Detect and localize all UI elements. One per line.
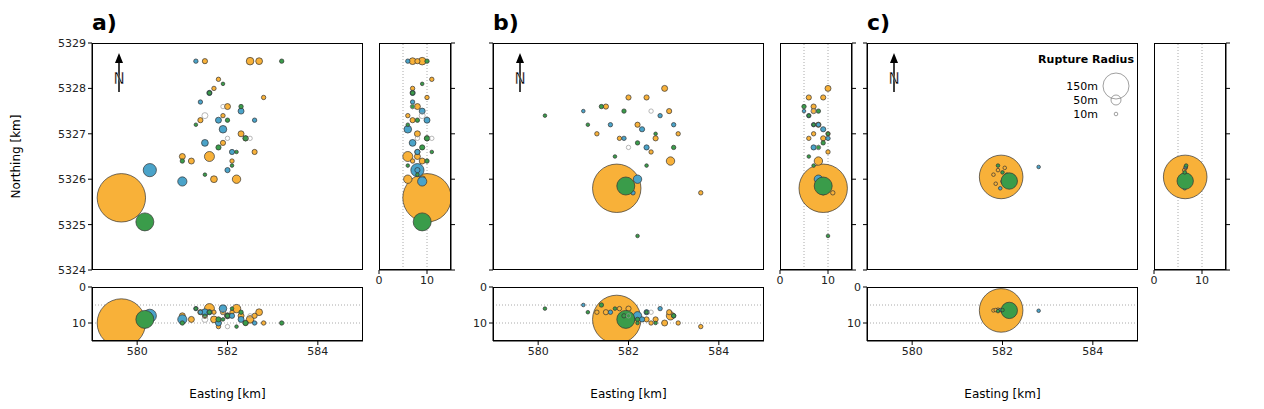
svg-text:584: 584 [1082,345,1103,358]
svg-text:5325: 5325 [58,219,86,232]
svg-text:a): a) [92,10,117,35]
svg-text:0: 0 [79,281,86,294]
svg-text:582: 582 [618,345,639,358]
svg-text:Rupture Radius: Rupture Radius [1038,53,1134,66]
svg-text:150m: 150m [1066,80,1098,93]
svg-text:0: 0 [480,281,487,294]
svg-text:580: 580 [902,345,923,358]
svg-text:50m: 50m [1073,94,1098,107]
svg-text:5327: 5327 [58,128,86,141]
svg-text:10: 10 [473,317,487,330]
svg-text:0: 0 [854,281,861,294]
svg-text:5324: 5324 [58,264,86,277]
svg-text:Easting [km]: Easting [km] [964,387,1040,401]
svg-text:582: 582 [217,345,238,358]
svg-text:Northing [km]: Northing [km] [9,115,23,199]
svg-text:584: 584 [708,345,729,358]
svg-text:Easting [km]: Easting [km] [590,387,666,401]
svg-text:0: 0 [777,274,784,287]
svg-text:0: 0 [1151,274,1158,287]
svg-text:10: 10 [72,317,86,330]
svg-text:N: N [888,70,899,88]
svg-text:b): b) [493,10,519,35]
svg-text:5328: 5328 [58,82,86,95]
svg-text:5326: 5326 [58,173,86,186]
svg-text:10: 10 [847,317,861,330]
svg-text:c): c) [867,10,890,35]
svg-text:10: 10 [821,274,835,287]
svg-text:10: 10 [420,274,434,287]
svg-text:N: N [113,70,124,88]
svg-text:580: 580 [127,345,148,358]
svg-text:Easting [km]: Easting [km] [189,387,265,401]
svg-text:5329: 5329 [58,37,86,50]
svg-text:582: 582 [992,345,1013,358]
svg-text:0: 0 [376,274,383,287]
svg-text:10m: 10m [1073,108,1098,121]
svg-text:N: N [514,70,525,88]
svg-text:10: 10 [1195,274,1209,287]
svg-text:580: 580 [528,345,549,358]
svg-text:584: 584 [307,345,328,358]
